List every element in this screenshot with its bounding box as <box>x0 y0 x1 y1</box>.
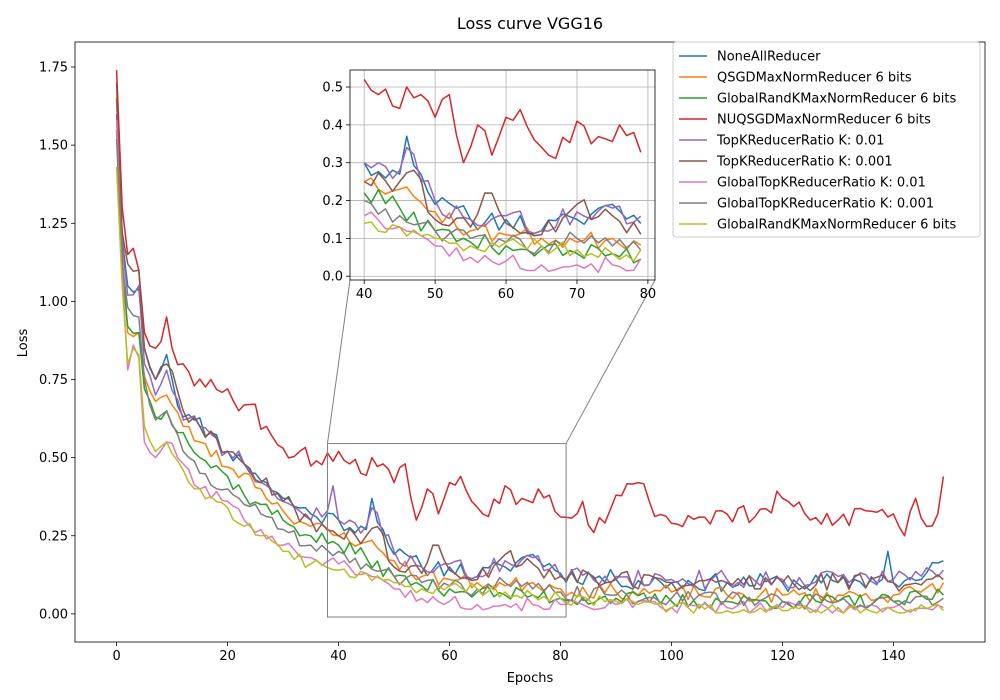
y-tick-label: 0.75 <box>39 373 68 388</box>
inset-series-line-8 <box>363 199 642 255</box>
inset-y-tick-label: 0.1 <box>322 232 343 247</box>
legend-label-9: GlobalRandKMaxNormReducer 6 bits <box>717 218 956 233</box>
x-tick-label: 0 <box>112 649 120 664</box>
inset-y-tick-label: 0.0 <box>322 270 343 285</box>
y-tick-label: 1.75 <box>39 61 68 76</box>
series-line-1 <box>115 82 944 593</box>
x-axis-label: Epochs <box>507 671 554 686</box>
series-line-4 <box>115 70 945 537</box>
x-tick-label: 140 <box>881 649 906 664</box>
zoom-connector-right <box>565 279 656 444</box>
inset-series-line-4 <box>363 79 642 164</box>
legend: NoneAllReducer QSGDMaxNormReducer 6 bits G… <box>672 41 981 238</box>
y-axis-label: Loss <box>16 329 31 358</box>
legend-box <box>672 41 981 238</box>
inset-x-tick-label: 50 <box>427 287 444 302</box>
y-tick-label: 0.50 <box>39 451 68 466</box>
inset-x-tick-label: 80 <box>640 287 657 302</box>
inset-frame <box>349 69 656 281</box>
legend-label-6: TopKReducerRatio K: 0.001 <box>716 155 893 170</box>
main-plot-area: 0 20 40 60 80 100 120 140 0.00 0.25 0.50 0.75 1.00 1.… <box>39 41 986 664</box>
legend-label-3: GlobalRandKMaxNormReducer 6 bits <box>717 92 956 107</box>
legend-label-8: GlobalTopKReducerRatio K: 0.001 <box>717 197 934 212</box>
inset-y-tick-label: 0.4 <box>322 118 343 133</box>
x-tick-label: 60 <box>441 649 458 664</box>
inset-x-tick-label: 60 <box>498 287 515 302</box>
series-line-3 <box>115 129 944 610</box>
inset-series-line-9 <box>364 221 642 262</box>
legend-label-1: NoneAllReducer <box>717 50 821 65</box>
x-tick-label: 80 <box>552 649 569 664</box>
x-tick-label: 100 <box>659 649 684 664</box>
y-tick-label: 1.00 <box>39 295 68 310</box>
legend-label-7: GlobalTopKReducerRatio K: 0.01 <box>717 176 926 191</box>
series-line-5 <box>115 113 944 590</box>
inset-plot-area: 40 50 60 70 80 0.0 0.1 0.2 0.3 0.4 0.5 <box>322 69 657 302</box>
legend-label-2: QSGDMaxNormReducer 6 bits <box>717 71 912 86</box>
series-line-6 <box>115 98 944 592</box>
inset-series-line-6 <box>363 169 642 237</box>
inset-y-tick-label: 0.3 <box>322 156 343 171</box>
inset-series-line-7 <box>363 211 642 274</box>
series-line-2 <box>115 95 945 604</box>
inset-x-tick-label: 70 <box>569 287 586 302</box>
legend-label-4: NUQSGDMaxNormReducer 6 bits <box>717 113 931 128</box>
inset-y-tick-label: 0.2 <box>322 194 343 209</box>
zoom-region-box <box>326 443 567 618</box>
inset-lines <box>363 79 642 274</box>
x-tick-label: 20 <box>219 649 236 664</box>
x-tick-label: 40 <box>330 649 347 664</box>
y-tick-label: 1.50 <box>39 139 68 154</box>
inset-y-tick-label: 0.5 <box>322 81 343 96</box>
main-lines <box>115 70 945 614</box>
inset-series-line-3 <box>363 188 642 264</box>
zoom-connector-left <box>326 279 351 444</box>
x-tick-label: 120 <box>770 649 795 664</box>
series-line-9 <box>115 166 944 614</box>
legend-label-5: TopKReducerRatio K: 0.01 <box>716 134 884 149</box>
y-tick-label: 1.25 <box>39 217 68 232</box>
main-plot-frame <box>74 41 986 643</box>
y-tick-label: 0.25 <box>39 529 68 544</box>
zoom-indicator <box>326 279 656 618</box>
chart-title: Loss curve VGG16 <box>457 14 603 33</box>
y-tick-label: 0.00 <box>39 607 68 622</box>
inset-x-tick-label: 40 <box>356 287 373 302</box>
